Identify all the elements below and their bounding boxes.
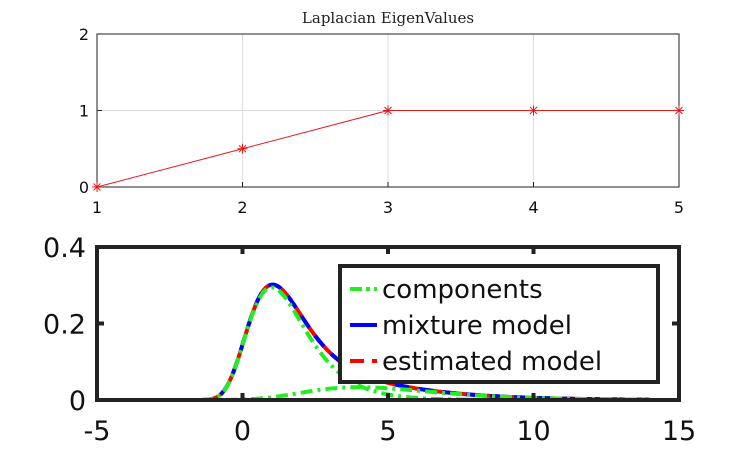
legend-label-components: components [382, 275, 543, 305]
top-xtick-label: 3 [383, 198, 393, 217]
bottom-xtick-label: 5 [379, 416, 396, 447]
bottom-xtick-label: -5 [84, 416, 111, 447]
eigenvalue-point [237, 143, 248, 154]
bottom-ytick-label: 0 [69, 386, 86, 417]
bottom-ytick-label: 0.4 [43, 233, 86, 264]
bottom-xtick-label: 10 [516, 416, 550, 447]
top-xtick-label: 4 [528, 198, 538, 217]
legend-label-mixture-model: mixture model [382, 311, 572, 341]
eigenvalue-point [528, 105, 539, 116]
eigenvalue-point [92, 182, 102, 192]
bottom-xtick-label: 0 [234, 416, 251, 447]
top-xtick-label: 5 [674, 198, 684, 217]
top-xtick-label: 2 [237, 198, 247, 217]
legend: components mixture model estimated model [338, 264, 660, 384]
chart-title: Laplacian EigenValues [302, 9, 474, 27]
top-ytick-label: 2 [79, 25, 89, 44]
top-xtick-label: 1 [92, 198, 102, 217]
legend-box [338, 264, 660, 384]
bottom-xtick-label: 15 [662, 416, 696, 447]
top-ytick-label: 1 [79, 102, 89, 121]
eigenvalue-point [383, 105, 393, 116]
top-series [92, 105, 684, 192]
legend-label-estimated-model: estimated model [382, 347, 602, 377]
bottom-ytick-label: 0.2 [43, 310, 86, 341]
top-ytick-label: 0 [79, 178, 89, 197]
eigenvalue-point [674, 105, 684, 116]
